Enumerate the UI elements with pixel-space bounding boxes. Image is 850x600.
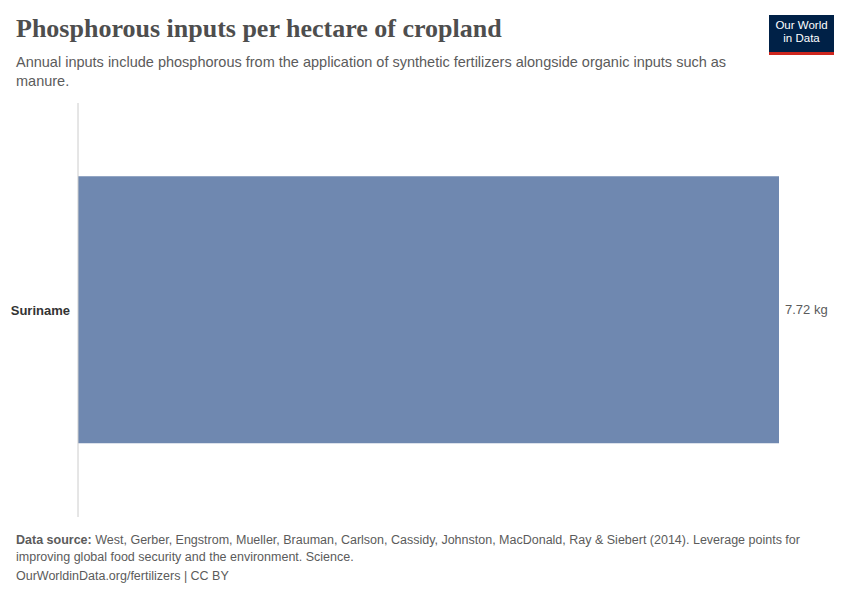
html-text:Phosphorous inputs per hectare: Phosphorous inputs per hectare of cropla…	[16, 14, 502, 43]
html-text:Our World: Our World	[775, 19, 828, 31]
html-text:OurWorldinData.org/fertilizers: OurWorldinData.org/fertilizers | CC BY	[16, 569, 229, 583]
html-text:in Data: in Data	[783, 32, 820, 44]
html-text:Annual inputs include phosphor: Annual inputs include phosphorous from t…	[16, 54, 727, 89]
svg-text:7.72 kg: 7.72 kg	[785, 302, 828, 317]
html-text:Data source: West, Gerber, Eng: Data source: West, Gerber, Engstrom, Mue…	[16, 533, 800, 564]
svg-text:Suriname: Suriname	[11, 303, 70, 318]
